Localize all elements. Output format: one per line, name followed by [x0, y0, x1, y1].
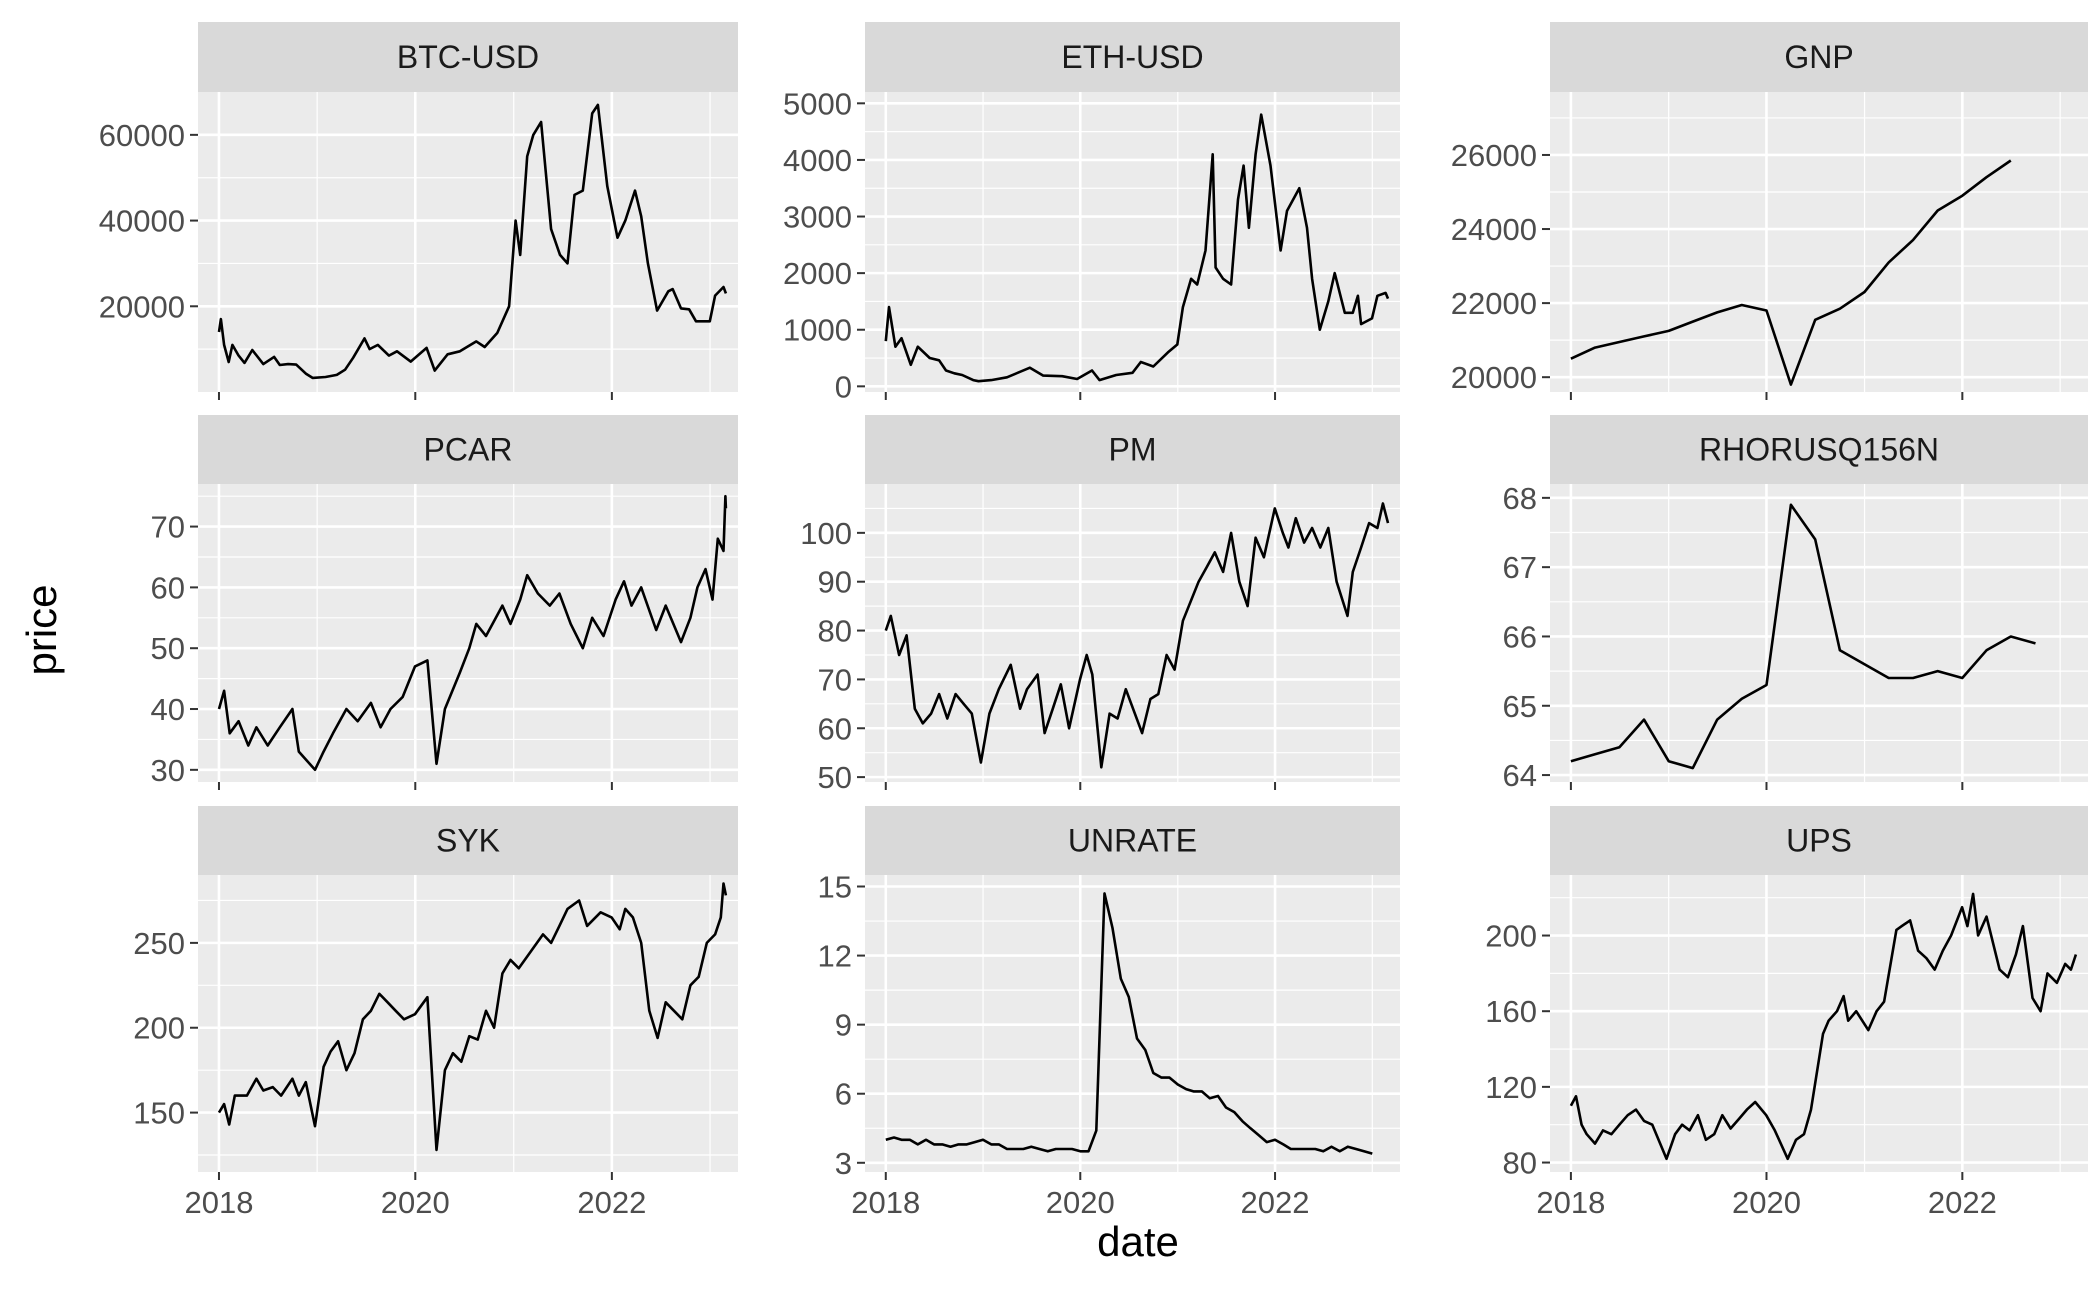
y-tick-label: 120: [1485, 1070, 1537, 1105]
facet-strip-label: BTC-USD: [397, 39, 539, 75]
y-axis-title: price: [18, 584, 65, 675]
series-line-pcar: [217, 494, 728, 772]
facet-panels: BTC-USD 20000 40000 60000 ETH-USD 0 1000 2000 30…: [99, 22, 2088, 1220]
y-tick-label: 66: [1503, 619, 1537, 654]
y-tick-label: 100: [800, 516, 852, 551]
facet-strip: [865, 415, 1400, 484]
y-tick-label: 60: [151, 570, 185, 605]
facet-unrate: UNRATE 3 6 9 12 15 2018 2020 2022: [818, 806, 1400, 1220]
series-line-rhorusq156n: [1570, 503, 2036, 770]
facet-gnp: GNP 20000 22000 24000 26000: [1451, 22, 2088, 400]
x-axis-title: date: [1097, 1218, 1179, 1265]
y-tick-label: 9: [835, 1008, 852, 1043]
panel-background: [198, 484, 738, 782]
y-tick-label: 80: [818, 614, 852, 649]
series-line-syk: [217, 882, 728, 1152]
y-tick-label: 2000: [783, 256, 852, 291]
facet-strip-label: UNRATE: [1068, 823, 1197, 859]
x-tick-label: 2018: [851, 1185, 920, 1220]
facet-strip: [865, 22, 1400, 92]
facet-strip: [1550, 22, 2088, 92]
y-tick-label: 15: [818, 870, 852, 905]
panel-background: [198, 875, 738, 1172]
facet-strip: [865, 806, 1400, 875]
y-tick-label: 160: [1485, 994, 1537, 1029]
facet-strip-label: PCAR: [424, 432, 513, 468]
y-tick-label: 70: [151, 510, 185, 545]
panel-background: [198, 92, 738, 392]
panel-background: [865, 484, 1400, 782]
panel-background: [1550, 92, 2088, 392]
y-tick-label: 30: [151, 753, 185, 788]
facet-strip: [198, 415, 738, 484]
x-tick-label: 2020: [1046, 1185, 1115, 1220]
facet-strip-label: ETH-USD: [1061, 39, 1203, 75]
panel-background: [1550, 484, 2088, 782]
y-tick-label: 40: [151, 692, 185, 727]
facet-syk: SYK 150 200 250 2018 2020 2022: [133, 806, 738, 1220]
x-tick-label: 2022: [1241, 1185, 1310, 1220]
y-tick-label: 26000: [1451, 138, 1537, 173]
facet-strip-label: SYK: [436, 823, 500, 859]
y-tick-label: 40000: [99, 204, 185, 239]
y-tick-label: 50: [151, 631, 185, 666]
series-line-unrate: [885, 892, 1373, 1155]
y-tick-label: 3: [835, 1146, 852, 1181]
facet-strip-label: UPS: [1786, 823, 1852, 859]
y-tick-label: 24000: [1451, 212, 1537, 247]
y-tick-label: 12: [818, 939, 852, 974]
y-tick-label: 64: [1503, 758, 1537, 793]
series-line-pm: [884, 502, 1390, 769]
series-line-btc-usd: [217, 103, 728, 380]
y-tick-label: 50: [818, 760, 852, 795]
facet-btc-usd: BTC-USD 20000 40000 60000: [99, 22, 738, 400]
y-tick-label: 4000: [783, 143, 852, 178]
panel-background: [865, 92, 1400, 392]
y-tick-label: 90: [818, 565, 852, 600]
panel-background: [1550, 875, 2088, 1172]
y-tick-label: 1000: [783, 313, 852, 348]
facet-strip-label: RHORUSQ156N: [1699, 432, 1939, 468]
y-tick-label: 70: [818, 662, 852, 697]
y-tick-label: 60000: [99, 118, 185, 153]
y-tick-label: 0: [835, 369, 852, 404]
facet-eth-usd: ETH-USD 0 1000 2000 3000 4000 5000: [783, 22, 1400, 404]
y-tick-label: 60: [818, 711, 852, 746]
y-tick-label: 200: [1485, 919, 1537, 954]
series-line-ups: [1569, 892, 2078, 1161]
x-tick-label: 2020: [381, 1185, 450, 1220]
y-tick-label: 3000: [783, 200, 852, 235]
x-tick-label: 2022: [1928, 1185, 1997, 1220]
facet-strip: [198, 806, 738, 875]
facet-pm: PM 50 60 70 80 90 100: [800, 415, 1400, 795]
x-tick-label: 2020: [1732, 1185, 1801, 1220]
facet-strip-label: GNP: [1784, 39, 1853, 75]
y-tick-label: 68: [1503, 481, 1537, 516]
facet-rhorusq156n: RHORUSQ156N 64 65 66 67 68: [1503, 415, 2088, 793]
facet-strip-label: PM: [1109, 432, 1157, 468]
facet-strip: [1550, 415, 2088, 484]
y-tick-label: 22000: [1451, 286, 1537, 321]
y-tick-label: 67: [1503, 550, 1537, 585]
y-tick-label: 250: [133, 926, 185, 961]
y-tick-label: 200: [133, 1011, 185, 1046]
y-tick-label: 6: [835, 1077, 852, 1112]
y-tick-label: 65: [1503, 689, 1537, 724]
y-tick-label: 5000: [783, 86, 852, 121]
y-tick-label: 80: [1503, 1146, 1537, 1181]
x-tick-label: 2018: [1536, 1185, 1605, 1220]
x-tick-label: 2022: [577, 1185, 646, 1220]
y-tick-label: 150: [133, 1096, 185, 1131]
facet-pcar: PCAR 30 40 50 60 70: [151, 415, 738, 790]
x-tick-label: 2018: [184, 1185, 253, 1220]
facet-strip: [1550, 806, 2088, 875]
facet-strip: [198, 22, 738, 92]
y-tick-label: 20000: [1451, 360, 1537, 395]
series-line-gnp: [1570, 159, 2012, 386]
series-line-eth-usd: [884, 113, 1390, 383]
facet-ups: UPS 80 120 160 200 2018 2020 2022: [1485, 806, 2088, 1220]
y-tick-label: 20000: [99, 289, 185, 324]
